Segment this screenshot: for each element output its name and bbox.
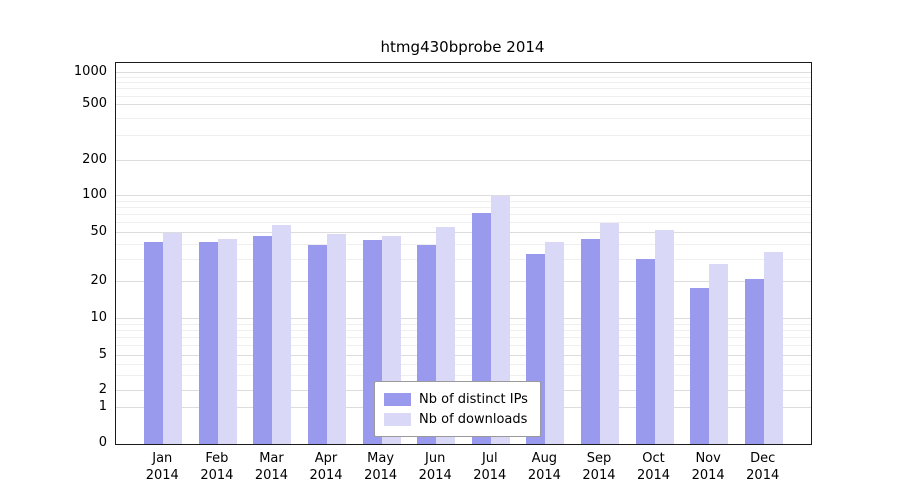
legend-swatch-distinct-ips [384,392,411,406]
x-tick-label: Jan 2014 [145,451,179,483]
legend-label-distinct-ips: Nb of distinct IPs [419,391,528,407]
x-tick-label: May 2014 [364,451,398,483]
gridline [116,243,811,245]
y-tick-label: 2 [98,382,107,398]
gridline [116,222,811,224]
y-tick-label: 500 [82,95,107,111]
gridline [116,329,811,331]
gridline [116,95,811,97]
bar-downloads-oct [654,230,674,444]
gridline [116,200,811,202]
y-tick-label: 200 [82,151,107,167]
gridline [116,159,811,161]
y-tick-label: 0 [98,435,107,450]
gridline [116,103,811,105]
bar-downloads-mar [272,225,292,444]
gridline [116,231,811,233]
legend: Nb of distinct IPs Nb of downloads [374,381,541,437]
y-tick-label: 20 [90,273,107,289]
bar-downloads-sep [599,223,619,444]
gridline [116,117,811,119]
gridline [116,281,811,283]
x-tick-label: Oct 2014 [636,451,671,483]
bar-distinct-ips-nov [690,288,710,444]
gridline [116,206,811,208]
chart-title: htmg430bprobe 2014 [380,38,545,56]
bar-downloads-aug [545,242,565,444]
x-tick-label: Feb 2014 [200,451,234,483]
gridline [116,363,811,365]
gridline [116,76,811,78]
gridline [116,259,811,261]
x-tick-label: Sep 2014 [582,451,616,483]
gridline [116,374,811,376]
bar-downloads-apr [327,234,347,444]
legend-label-downloads: Nb of downloads [419,411,528,427]
bar-distinct-ips-apr [308,245,328,444]
legend-swatch-downloads [384,412,411,426]
bar-distinct-ips-feb [198,242,218,444]
bar-downloads-jan [163,233,183,444]
gridline [116,337,811,339]
gridline [116,318,811,320]
y-tick-label: 1000 [73,63,107,79]
x-tick-label: Jun 2014 [418,451,452,483]
bar-distinct-ips-dec [744,279,764,444]
x-tick-label: Aug 2014 [527,451,561,483]
bar-downloads-nov [709,264,729,444]
gridline [116,135,811,137]
gridline [116,88,811,90]
gridline [116,71,811,73]
gridline [116,345,811,347]
bar-distinct-ips-jan [144,242,164,444]
y-tick-label: 5 [98,346,107,362]
x-tick-label: Nov 2014 [691,451,725,483]
legend-row-distinct-ips: Nb of distinct IPs [384,389,528,409]
x-tick-label: Dec 2014 [746,451,780,483]
x-tick-label: Apr 2014 [309,451,343,483]
legend-row-downloads: Nb of downloads [384,409,528,429]
plot-area: Nb of distinct IPs Nb of downloads [115,62,812,445]
y-tick-label: 100 [82,186,107,202]
x-tick-label: Mar 2014 [254,451,288,483]
y-tick-label: 10 [90,310,107,326]
gridline [116,355,811,356]
bar-downloads-feb [217,239,237,444]
gridline [116,82,811,84]
bar-distinct-ips-mar [253,236,273,444]
x-tick-label: Jul 2014 [473,451,507,483]
bar-distinct-ips-oct [635,259,655,444]
gridline [116,214,811,215]
bar-distinct-ips-sep [580,239,600,444]
gridline [116,323,811,325]
bar-downloads-dec [763,252,783,444]
y-tick-label: 50 [90,223,107,239]
y-tick-label: 1 [98,398,107,414]
gridline [116,194,811,196]
